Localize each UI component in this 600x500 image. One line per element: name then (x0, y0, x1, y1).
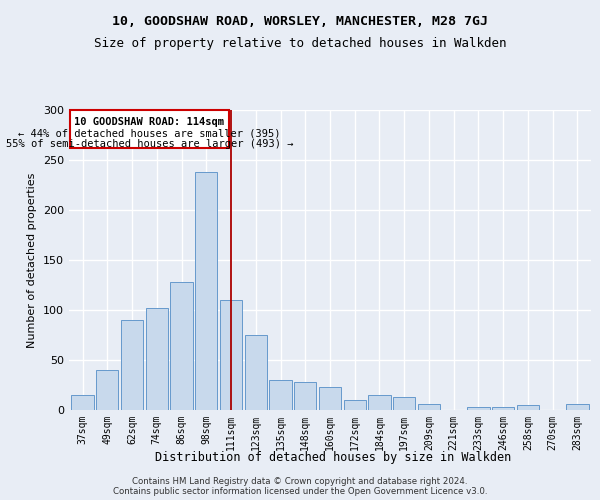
Text: 10, GOODSHAW ROAD, WORSLEY, MANCHESTER, M28 7GJ: 10, GOODSHAW ROAD, WORSLEY, MANCHESTER, … (112, 15, 488, 28)
Bar (245, 335, 267, 410)
Text: 10 GOODSHAW ROAD: 114sqm: 10 GOODSHAW ROAD: 114sqm (74, 117, 224, 127)
Bar (170, 282, 193, 410)
Text: 55% of semi-detached houses are larger (493) →: 55% of semi-detached houses are larger (… (5, 139, 293, 149)
Bar (195, 172, 217, 410)
Bar (146, 308, 168, 410)
Bar (71, 395, 94, 410)
Text: Distribution of detached houses by size in Walkden: Distribution of detached houses by size … (155, 451, 511, 464)
Bar (96, 370, 118, 410)
Bar (220, 300, 242, 410)
Bar (269, 380, 292, 410)
Bar (566, 404, 589, 410)
Text: Contains HM Land Registry data © Crown copyright and database right 2024.: Contains HM Land Registry data © Crown c… (132, 476, 468, 486)
FancyBboxPatch shape (70, 110, 229, 148)
Text: Size of property relative to detached houses in Walkden: Size of property relative to detached ho… (94, 38, 506, 51)
Bar (517, 405, 539, 410)
Bar (319, 387, 341, 410)
Y-axis label: Number of detached properties: Number of detached properties (28, 172, 37, 348)
Bar (393, 397, 415, 410)
Bar (344, 400, 366, 410)
Bar (492, 407, 514, 410)
Text: Contains public sector information licensed under the Open Government Licence v3: Contains public sector information licen… (113, 486, 487, 496)
Bar (467, 407, 490, 410)
Bar (368, 395, 391, 410)
Bar (121, 320, 143, 410)
Bar (294, 382, 316, 410)
Text: ← 44% of detached houses are smaller (395): ← 44% of detached houses are smaller (39… (18, 128, 281, 138)
Bar (418, 404, 440, 410)
